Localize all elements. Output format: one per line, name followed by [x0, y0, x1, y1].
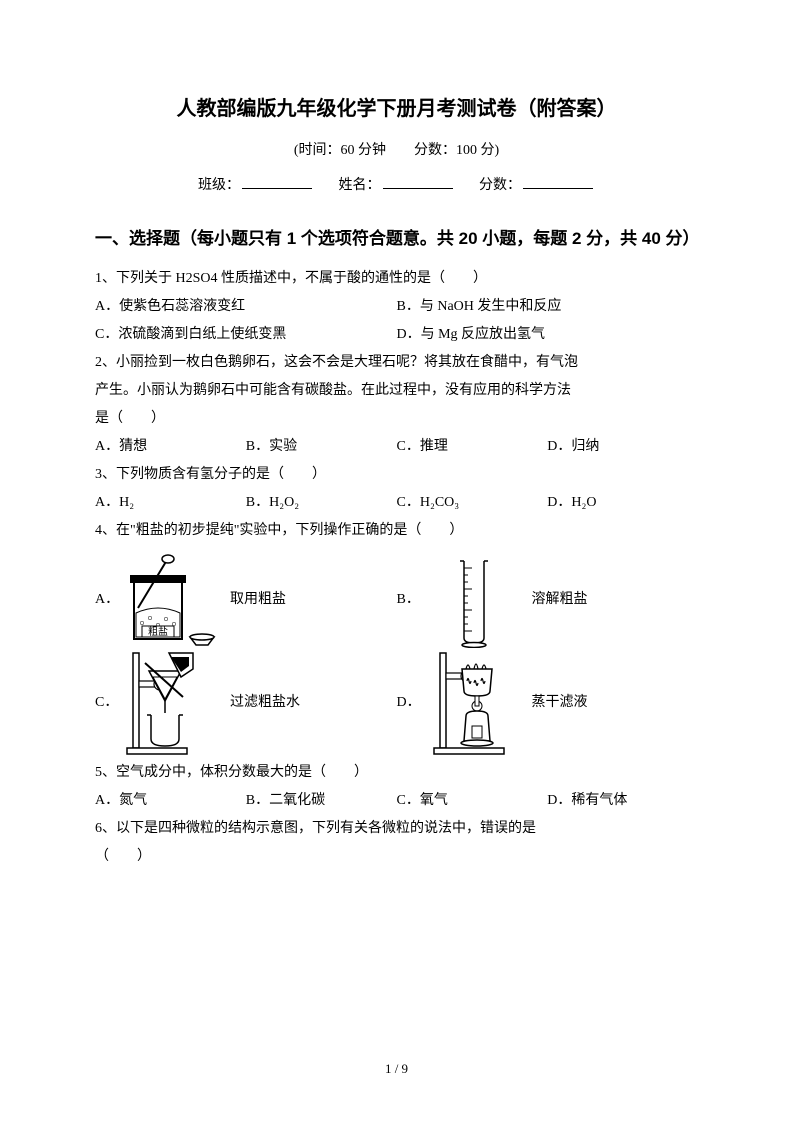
score-blank[interactable] — [523, 173, 593, 189]
page-number: 1 / 9 — [0, 1057, 793, 1082]
q1-option-c: C．浓硫酸滴到白纸上使纸变黑 — [95, 321, 397, 349]
question-1: 1、下列关于 H2SO4 性质描述中，不属于酸的通性的是（ ） — [95, 265, 698, 293]
q4-image-d — [427, 656, 522, 751]
q3-options: A．H₂ B．H₂O₂ C．H₂CO₃ D．H₂O — [95, 489, 698, 517]
class-blank[interactable] — [242, 173, 312, 189]
q4-image-a: 粗盐 — [125, 553, 220, 648]
salt-label-text: 粗盐 — [148, 625, 168, 638]
q2-option-c: C．推理 — [397, 433, 548, 461]
q4-option-d-caption: 蒸干滤液 — [532, 690, 699, 717]
q1-options-row1: A．使紫色石蕊溶液变红 B．与 NaOH 发生中和反应 — [95, 293, 698, 321]
q2-option-a: A．猜想 — [95, 433, 246, 461]
q4-option-c-label: C． — [95, 690, 125, 717]
q1-option-b: B．与 NaOH 发生中和反应 — [397, 293, 699, 321]
q5-options: A．氮气 B．二氧化碳 C．氧气 D．稀有气体 — [95, 787, 698, 815]
q5-option-d: D．稀有气体 — [547, 787, 698, 815]
question-6-line2: （ ） — [95, 843, 698, 871]
exam-title: 人教部编版九年级化学下册月考测试卷（附答案） — [95, 90, 698, 128]
q5-option-c: C．氧气 — [397, 787, 548, 815]
q3-option-c: C．H₂CO₃ — [397, 489, 548, 517]
question-2-line1: 2、小丽捡到一枚白色鹅卵石，这会不会是大理石呢？将其放在食醋中，有气泡 — [95, 349, 698, 377]
q4-image-b — [427, 553, 522, 648]
q5-option-a: A．氮气 — [95, 787, 246, 815]
q4-option-d-label: D． — [397, 690, 427, 717]
q2-option-b: B．实验 — [246, 433, 397, 461]
q2-option-d: D．归纳 — [547, 433, 698, 461]
q4-option-a-caption: 取用粗盐 — [230, 587, 397, 614]
q3-option-d: D．H₂O — [547, 489, 698, 517]
class-label: 班级： — [198, 178, 240, 193]
question-2-line2: 产生。小丽认为鹅卵石中可能含有碳酸盐。在此过程中，没有应用的科学方法 — [95, 377, 698, 405]
q1-options-row2: C．浓硫酸滴到白纸上使纸变黑 D．与 Mg 反应放出氢气 — [95, 321, 698, 349]
section-1-title: 一、选择题（每小题只有 1 个选项符合题意。共 20 小题，每题 2 分，共 4… — [95, 219, 698, 260]
question-4: 4、在"粗盐的初步提纯"实验中，下列操作正确的是（ ） — [95, 517, 698, 545]
student-info-line: 班级： 姓名： 分数： — [95, 173, 698, 200]
q4-row1: A． 粗盐 取用粗盐 B． — [95, 553, 698, 648]
q1-option-d: D．与 Mg 反应放出氢气 — [397, 321, 699, 349]
q4-option-c-caption: 过滤粗盐水 — [230, 690, 397, 717]
question-5: 5、空气成分中，体积分数最大的是（ ） — [95, 759, 698, 787]
q4-option-b-caption: 溶解粗盐 — [532, 587, 699, 614]
q4-image-c — [125, 656, 220, 751]
q3-option-a: A．H₂ — [95, 489, 246, 517]
question-2-line3: 是（ ） — [95, 405, 698, 433]
q4-option-b-label: B． — [397, 587, 427, 614]
name-blank[interactable] — [383, 173, 453, 189]
exam-subtitle: (时间：60 分钟 分数：100 分) — [95, 138, 698, 165]
question-6-line1: 6、以下是四种微粒的结构示意图，下列有关各微粒的说法中，错误的是 — [95, 815, 698, 843]
q5-option-b: B．二氧化碳 — [246, 787, 397, 815]
q1-option-a: A．使紫色石蕊溶液变红 — [95, 293, 397, 321]
q3-option-b: B．H₂O₂ — [246, 489, 397, 517]
name-label: 姓名： — [339, 178, 381, 193]
question-3: 3、下列物质含有氢分子的是（ ） — [95, 461, 698, 489]
score-label: 分数： — [479, 178, 521, 193]
q4-option-a-label: A． — [95, 587, 125, 614]
q4-row2: C． 过滤粗盐水 D． — [95, 656, 698, 751]
q2-options: A．猜想 B．实验 C．推理 D．归纳 — [95, 433, 698, 461]
